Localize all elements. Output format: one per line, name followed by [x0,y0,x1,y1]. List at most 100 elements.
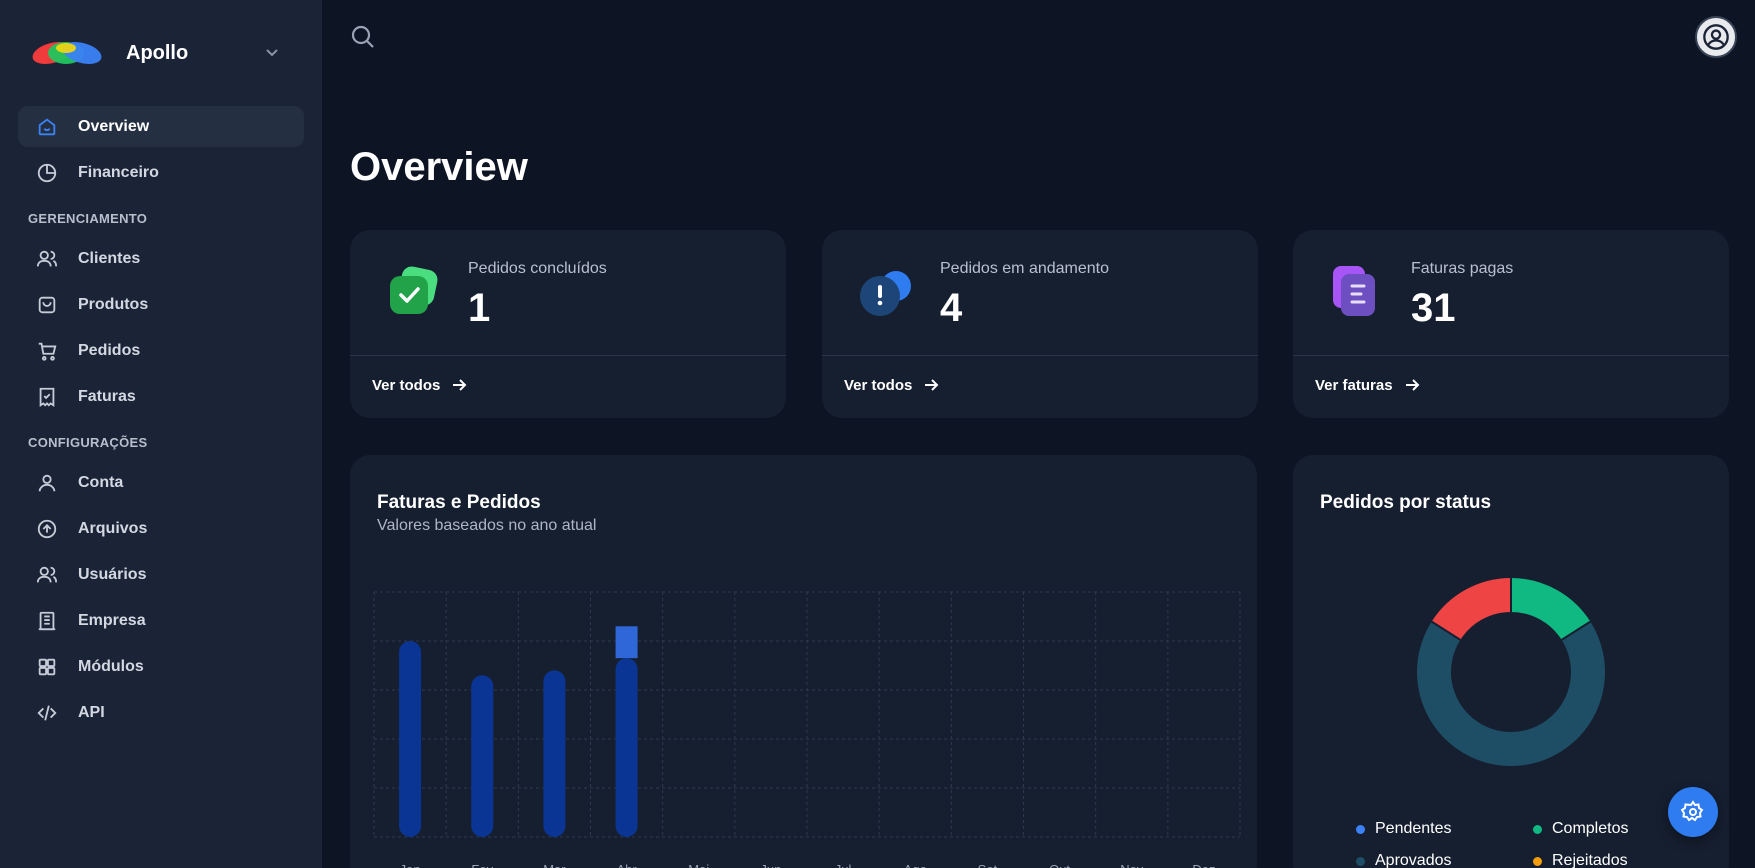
legend-label: Pendentes [1375,820,1452,837]
stat-value: 31 [1411,286,1456,330]
stat-value: 4 [940,286,963,330]
bar-abr-segment [615,626,638,659]
section-title-configuracoes: CONFIGURAÇÕES [28,434,148,450]
sidebar-item-label: API [78,703,105,721]
sidebar-item-api[interactable]: API [18,692,304,733]
ver-todos-link[interactable]: Ver todos [372,376,468,394]
grid-icon [36,656,58,678]
legend-dot [1533,824,1542,834]
sidebar-item-label: Pedidos [78,341,141,359]
x-tick-label: Fev [471,862,493,868]
bag-icon [36,294,58,316]
page-title: Overview [350,145,528,189]
bar-chart-card: Faturas e Pedidos Valores baseados no an… [350,455,1257,868]
pie-chart-icon [36,162,58,184]
donut-slice-rejeitados [1431,578,1512,641]
gear-icon [1681,800,1704,822]
legend-label: Completos [1552,820,1629,837]
legend-dot [1533,856,1542,866]
sidebar-item-label: Produtos [78,295,149,313]
brand-logo [32,42,102,64]
avatar[interactable] [1695,16,1737,58]
sidebar-item-conta[interactable]: Conta [18,462,304,503]
donut-slice-aprovados [1417,621,1605,766]
users-icon [36,248,58,270]
code-icon [36,702,58,724]
sidebar-item-usuarios[interactable]: Usuários [18,554,304,595]
chart-title: Faturas e Pedidos [377,492,541,513]
x-tick-label: Set [978,862,998,868]
arrow-right-icon [1405,379,1419,391]
receipt-icon [36,386,58,408]
cart-icon [36,340,58,362]
legend-item-pendentes[interactable]: Pendentes [1356,820,1452,838]
search-icon[interactable] [350,24,376,50]
sidebar-item-financeiro[interactable]: Financeiro [18,152,304,193]
bar-mar [543,670,566,837]
users-icon [36,564,58,586]
user-icon [1703,24,1729,50]
bar-jan [399,641,422,837]
user-icon [36,472,58,494]
stat-label: Pedidos em andamento [940,260,1109,277]
link-label: Ver todos [844,376,913,394]
link-label: Ver todos [372,376,441,394]
stat-card-body: Faturas pagas 31 [1293,230,1729,356]
bar-fev [471,675,494,837]
sidebar-item-empresa[interactable]: Empresa [18,600,304,641]
bar-chart: Jan Fev Mar Abr Mai Jun Jul Ago Set Out Nov Dez [373,591,1241,868]
sidebar-item-overview[interactable]: Overview [18,106,304,147]
sidebar-item-arquivos[interactable]: Arquivos [18,508,304,549]
sidebar-item-clientes[interactable]: Clientes [18,238,304,279]
sidebar-item-label: Clientes [78,249,141,267]
link-label: Ver faturas [1315,376,1393,394]
donut-title: Pedidos por status [1320,492,1492,513]
x-tick-label: Dez [1192,862,1215,868]
ver-todos-link[interactable]: Ver todos [844,376,940,394]
check-badge-icon [390,266,438,314]
brand-switcher[interactable]: Apollo [18,0,304,106]
x-tick-label: Out [1049,862,1070,868]
alert-badge-icon [860,271,911,316]
donut-chart [1417,578,1605,766]
x-tick-label: Abr [616,862,637,868]
legend-label: Rejeitados [1552,852,1628,868]
ver-faturas-link[interactable]: Ver faturas [1315,376,1421,394]
arrow-right-icon [453,379,467,391]
sidebar-item-label: Conta [78,473,124,491]
legend-item-aprovados[interactable]: Aprovados [1356,852,1452,868]
sidebar-item-label: Arquivos [78,519,148,537]
x-tick-label: Jul [835,862,852,868]
stat-card-body: Pedidos concluídos 1 [350,230,786,356]
donut-chart-card: Pedidos por status Pendentes Completos A… [1293,455,1729,868]
sidebar-item-label: Overview [78,117,150,135]
sidebar-item-label: Módulos [78,657,144,675]
main-content: Overview Pedidos concluídos 1 Ver todos [322,0,1755,868]
bar-abr [615,658,638,837]
sidebar-item-label: Usuários [78,565,147,583]
legend-item-rejeitados[interactable]: Rejeitados [1533,852,1628,868]
upload-icon [36,518,58,540]
sidebar-item-produtos[interactable]: Produtos [18,284,304,325]
building-icon [36,610,58,632]
chart-subtitle: Valores baseados no ano atual [377,517,597,534]
x-tick-label: Jun [760,862,781,868]
x-tick-label: Mar [543,862,566,868]
x-tick-label: Jan [400,862,421,868]
arrow-right-icon [925,379,939,391]
x-tick-label: Nov [1120,862,1144,868]
settings-button[interactable] [1668,787,1718,837]
donut-slice-separator [1431,620,1461,641]
x-tick-label: Mai [688,862,709,868]
chevron-down-icon[interactable] [262,42,282,62]
stat-label: Faturas pagas [1411,260,1514,277]
stat-card-body: Pedidos em andamento 4 [822,230,1258,356]
sidebar-item-faturas[interactable]: Faturas [18,376,304,417]
legend-dot [1356,856,1365,866]
sidebar-item-pedidos[interactable]: Pedidos [18,330,304,371]
legend-label: Aprovados [1375,852,1452,868]
stat-card-concluidos: Pedidos concluídos 1 Ver todos [350,230,786,418]
stat-card-andamento: Pedidos em andamento 4 Ver todos [822,230,1258,418]
sidebar-item-modulos[interactable]: Módulos [18,646,304,687]
legend-item-completos[interactable]: Completos [1533,820,1628,838]
